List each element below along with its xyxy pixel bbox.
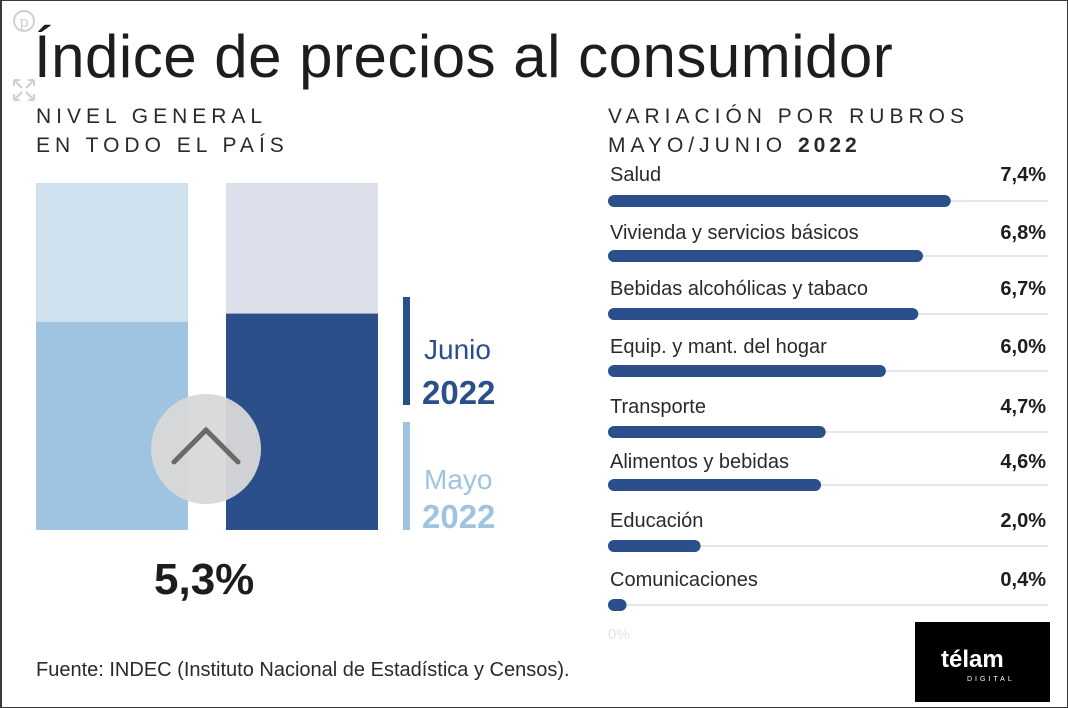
logo-wordmark: télam xyxy=(941,646,1004,673)
category-label-educacion: Educación xyxy=(610,510,704,532)
telam-logo[interactable]: télam DIGITAL xyxy=(915,622,1050,702)
logo-subtitle: DIGITAL xyxy=(967,676,1015,683)
value-label-vivienda-y-servicios-basicos: 6,8% xyxy=(1000,222,1046,244)
chevron-up-icon xyxy=(171,426,241,465)
legend-current-year: 2022 xyxy=(422,374,496,411)
left-subtitle-line1: NIVEL GENERAL xyxy=(36,105,268,128)
page-title: Índice de precios al consumidor xyxy=(34,23,894,90)
legend-previous-month: Mayo xyxy=(424,464,493,495)
headline-value: 5,3% xyxy=(154,555,255,604)
bar-comunicaciones xyxy=(608,599,627,611)
bar-equip-y-mant-del-hogar xyxy=(608,365,886,377)
legend-previous-year: 2022 xyxy=(422,498,496,535)
bar-bebidas-alcoholicas-y-tabaco xyxy=(608,308,919,320)
axis-zero-label: 0% xyxy=(608,626,630,643)
value-label-salud: 7,4% xyxy=(1000,164,1046,186)
bar-vivienda-y-servicios-basicos xyxy=(608,250,923,262)
value-label-alimentos-y-bebidas: 4,6% xyxy=(1000,451,1046,473)
left-subtitle: NIVEL GENERAL EN TODO EL PAÍS xyxy=(36,102,289,160)
value-label-comunicaciones: 0,4% xyxy=(1000,569,1046,591)
right-subtitle-year: 2022 xyxy=(797,134,861,157)
category-label-equip-y-mant-del-hogar: Equip. y mant. del hogar xyxy=(610,336,827,358)
value-label-educacion: 2,0% xyxy=(1000,510,1046,532)
value-label-equip-y-mant-del-hogar: 6,0% xyxy=(1000,336,1046,358)
right-subtitle-line2: MAYO/JUNIO 2022 xyxy=(608,131,969,160)
category-label-comunicaciones: Comunicaciones xyxy=(610,569,758,591)
category-label-alimentos-y-bebidas: Alimentos y bebidas xyxy=(610,451,789,473)
category-label-bebidas-alcoholicas-y-tabaco: Bebidas alcohólicas y tabaco xyxy=(610,278,868,300)
bar-alimentos-y-bebidas xyxy=(608,479,822,491)
legend-current-month: Junio xyxy=(424,334,491,365)
bar-salud xyxy=(608,195,951,207)
value-label-bebidas-alcoholicas-y-tabaco: 6,7% xyxy=(1000,278,1046,300)
pinterest-icon[interactable]: p xyxy=(10,8,38,36)
bar-transporte xyxy=(608,426,826,438)
left-subtitle-line2: EN TODO EL PAÍS xyxy=(36,134,289,157)
right-subtitle-period: MAYO/JUNIO xyxy=(608,134,788,157)
source-note: Fuente: INDEC (Instituto Nacional de Est… xyxy=(36,659,570,681)
expand-icon[interactable] xyxy=(10,76,38,104)
scroll-up-button xyxy=(151,394,261,504)
category-label-vivienda-y-servicios-basicos: Vivienda y servicios básicos xyxy=(610,222,859,244)
right-subtitle: VARIACIÓN POR RUBROS MAYO/JUNIO 2022 xyxy=(608,102,969,160)
svg-text:p: p xyxy=(19,13,29,31)
category-label-salud: Salud xyxy=(610,164,662,186)
value-label-transporte: 4,7% xyxy=(1000,396,1046,418)
right-subtitle-line1: VARIACIÓN POR RUBROS xyxy=(608,105,969,128)
category-label-transporte: Transporte xyxy=(610,396,706,418)
bar-educacion xyxy=(608,540,701,552)
legend-current-marker xyxy=(403,297,410,405)
legend-previous-marker xyxy=(403,422,410,530)
